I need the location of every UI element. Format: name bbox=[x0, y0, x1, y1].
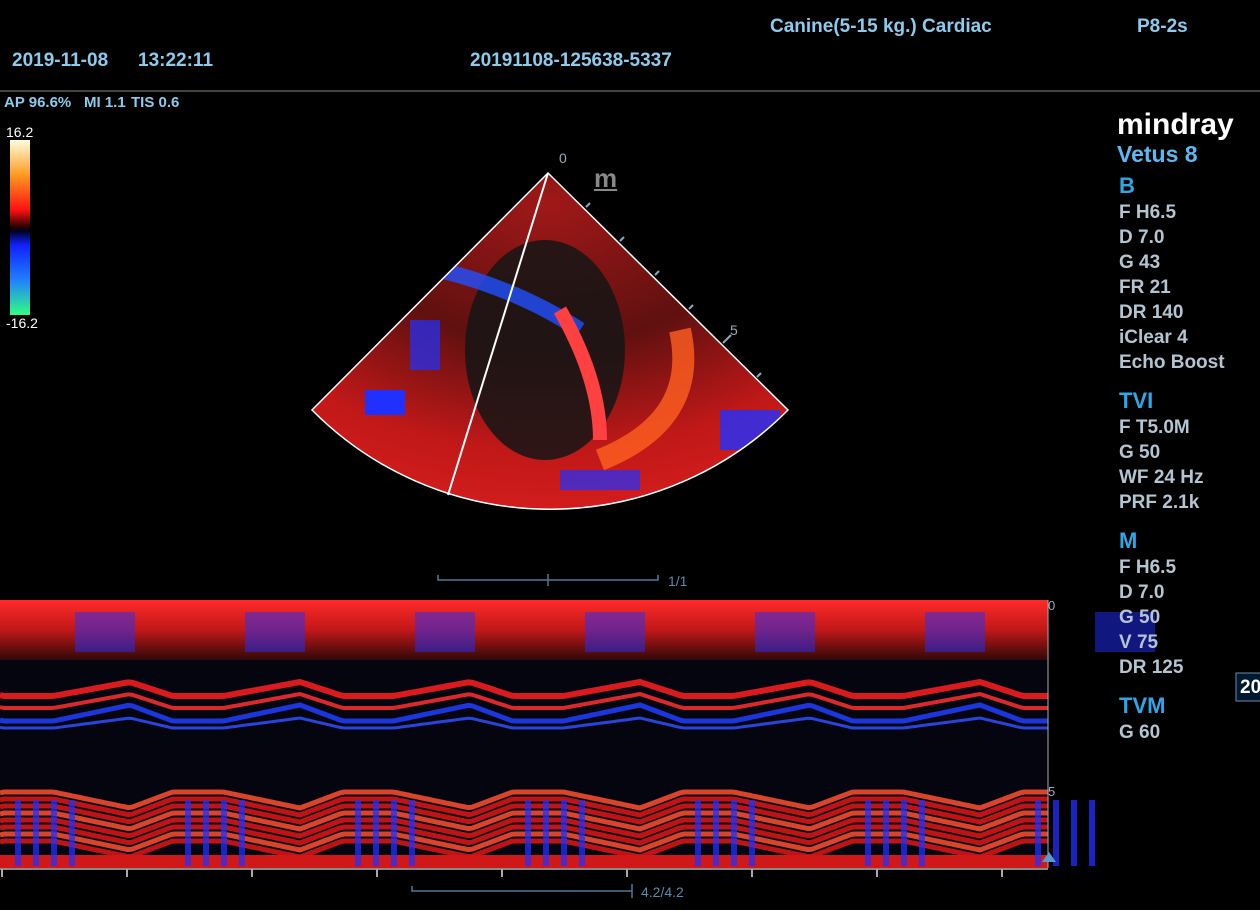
color-bar bbox=[10, 140, 30, 315]
depth-label: 5 bbox=[730, 322, 738, 338]
param: F H6.5 bbox=[1119, 557, 1177, 578]
acoustic: AP 96.6% bbox=[4, 94, 72, 111]
param: D 7.0 bbox=[1119, 227, 1165, 248]
depth-label: 0 bbox=[559, 150, 567, 166]
section-title: TVI bbox=[1119, 388, 1154, 413]
model: Vetus 8 bbox=[1117, 141, 1198, 167]
side-box bbox=[1235, 672, 1260, 702]
sector-outline bbox=[310, 171, 790, 510]
param: Echo Boost bbox=[1119, 352, 1225, 373]
side-box-text: 20 bbox=[1240, 677, 1260, 698]
param: iClear 4 bbox=[1119, 327, 1188, 348]
acoustic: TIS 0.6 bbox=[131, 94, 180, 111]
param: DR 140 bbox=[1119, 302, 1184, 323]
scale-bars bbox=[411, 574, 659, 898]
param: F H6.5 bbox=[1119, 202, 1177, 223]
param: D 7.0 bbox=[1119, 582, 1165, 603]
sweep: 4.2/4.2 bbox=[641, 884, 684, 900]
time: 13:22:11 bbox=[138, 50, 214, 71]
param: WF 24 Hz bbox=[1119, 467, 1204, 488]
param: V 75 bbox=[1119, 632, 1159, 653]
logo-m: m bbox=[594, 163, 618, 193]
marker bbox=[1042, 852, 1056, 862]
param: G 43 bbox=[1119, 252, 1161, 273]
section-title: TVM bbox=[1119, 693, 1166, 718]
sector-image bbox=[312, 173, 788, 510]
date: 2019-11-08 bbox=[12, 50, 109, 71]
section-title: M bbox=[1119, 528, 1138, 553]
probe: P8-2s bbox=[1137, 16, 1188, 37]
scale-max: 16.2 bbox=[6, 124, 34, 140]
m-mode-image bbox=[0, 600, 1155, 868]
acoustic: MI 1.1 bbox=[84, 94, 126, 111]
frame-counter: 1/1 bbox=[668, 573, 688, 589]
scale-min: -16.2 bbox=[6, 315, 38, 331]
param: PRF 2.1k bbox=[1119, 492, 1200, 513]
exam-id: 20191108-125638-5337 bbox=[470, 50, 672, 71]
param: G 50 bbox=[1119, 442, 1161, 463]
param: F T5.0M bbox=[1119, 417, 1190, 438]
param: G 50 bbox=[1119, 607, 1161, 628]
param: G 60 bbox=[1119, 722, 1161, 743]
m-line bbox=[447, 172, 549, 496]
time-ruler bbox=[0, 868, 1048, 877]
param: DR 125 bbox=[1119, 657, 1184, 678]
section-title: B bbox=[1119, 173, 1135, 198]
sector-ticks bbox=[585, 202, 762, 378]
depth-label: 5 bbox=[1048, 784, 1056, 799]
param: FR 21 bbox=[1119, 277, 1171, 298]
preset: Canine(5-15 kg.) Cardiac bbox=[770, 16, 992, 37]
depth-label: 0 bbox=[1048, 598, 1056, 613]
brand-logo: mindray bbox=[1117, 108, 1234, 141]
